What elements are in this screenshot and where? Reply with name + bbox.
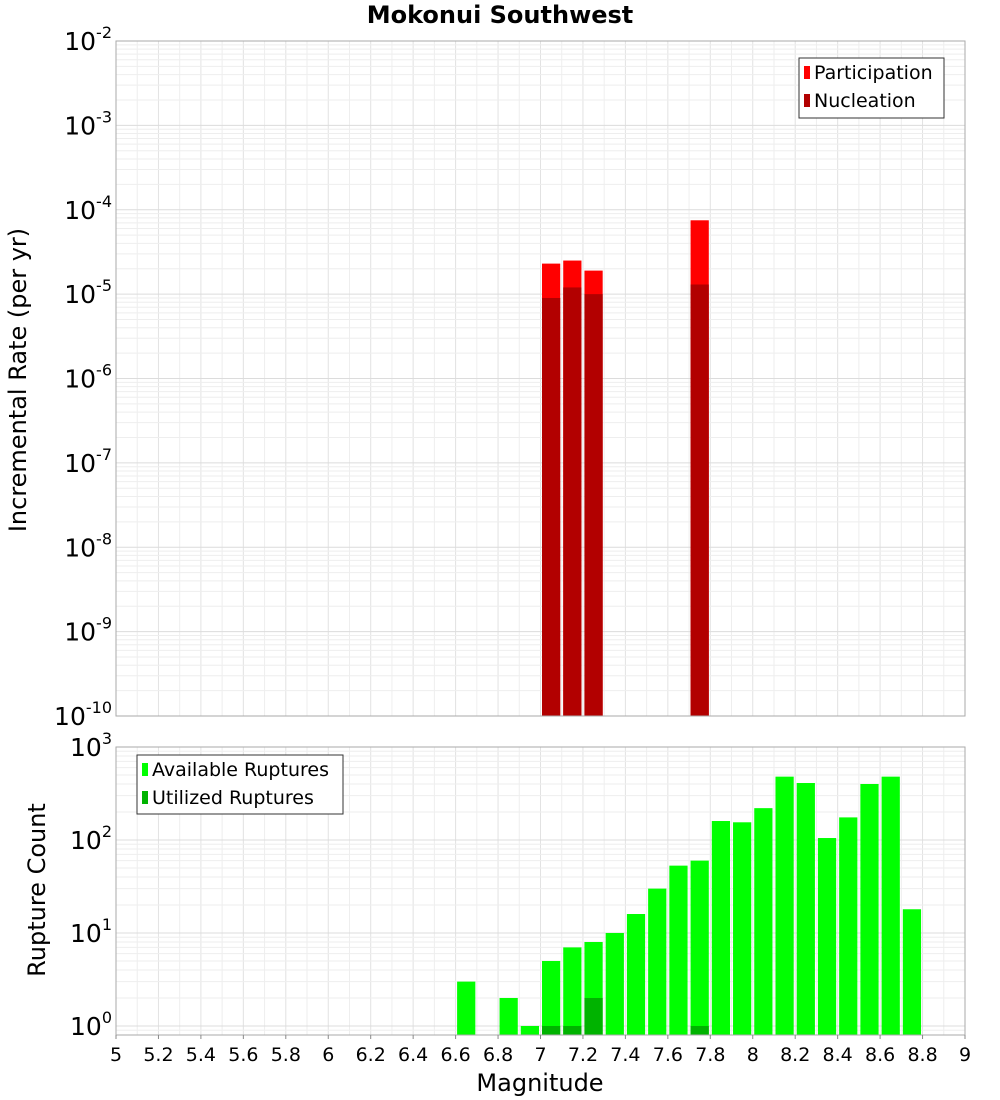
top-y-tick-label: 10-6 (64, 361, 112, 394)
legend-swatch-participation (804, 66, 810, 79)
top-y-tick-label: 10-10 (54, 698, 112, 731)
bottom-y-tick-label: 103 (70, 729, 112, 762)
bottom-bar-available-ruptures (817, 838, 837, 1035)
chart-title: Mokonui Southwest (367, 1, 634, 29)
x-tick-label: 5.4 (186, 1044, 216, 1066)
bottom-bar-available-ruptures (605, 932, 624, 1035)
top-legend-box (798, 57, 945, 119)
x-tick-label: 8.4 (823, 1044, 853, 1066)
bottom-bar-available-ruptures (457, 981, 476, 1035)
x-ticks: 5 5.2 5.4 5.6 5.8 6 6.2 6.4 6.6 6.8 7 7.2 7.4 7.6 7.8 8… (110, 1035, 971, 1066)
bottom-bar-available-ruptures (881, 776, 900, 1035)
bottom-legend-box (136, 754, 344, 815)
legend-label-nucleation: Nucleation (814, 90, 916, 112)
x-tick-label: 6.8 (483, 1044, 513, 1066)
bottom-bar-available-ruptures (542, 960, 561, 1035)
top-y-tick-label: 10-8 (64, 529, 112, 562)
top-bar-nucleation (690, 284, 709, 716)
bottom-y-tick-label: 101 (70, 915, 112, 948)
top-plot-area: 10-10 10-9 10-8 10-7 10-6 10-5 10-4 10-3 10-2 Par… (54, 23, 966, 731)
bottom-bar-available-ruptures (796, 783, 815, 1035)
bottom-bar-available-ruptures (499, 997, 518, 1035)
x-tick-label: 8.2 (780, 1044, 810, 1066)
bottom-bar-available-ruptures (860, 784, 879, 1035)
x-tick-label: 6.4 (398, 1044, 428, 1066)
bottom-bar-available-ruptures (669, 865, 688, 1035)
bottom-y-tick-label: 102 (70, 822, 112, 855)
bottom-bar-available-ruptures (648, 888, 667, 1035)
x-tick-label: 5 (110, 1044, 122, 1066)
top-bar-nucleation (542, 297, 561, 716)
legend-swatch-nucleation (804, 94, 810, 107)
bottom-y-axis-label: Rupture Count (23, 803, 51, 977)
top-plot-frame (115, 40, 966, 717)
x-tick-label: 7.2 (568, 1044, 598, 1066)
top-bar-nucleation (584, 294, 603, 716)
bottom-bar-available-ruptures (839, 817, 858, 1035)
bottom-bar-available-ruptures (754, 808, 773, 1035)
x-tick-label: 7.6 (653, 1044, 683, 1066)
x-tick-label: 8.6 (865, 1044, 895, 1066)
x-tick-label: 7 (534, 1044, 546, 1066)
legend-swatch-available-ruptures (142, 763, 148, 776)
top-y-axis-label: Incremental Rate (per yr) (4, 228, 32, 532)
legend-swatch-utilized-ruptures (142, 791, 148, 804)
x-tick-label: 5.8 (271, 1044, 301, 1066)
bottom-bar-available-ruptures (711, 821, 731, 1035)
top-bars (542, 220, 709, 717)
bottom-bar-available-ruptures (563, 947, 582, 1035)
x-tick-label: 5.6 (228, 1044, 258, 1066)
bottom-y-tick-label: 100 (70, 1008, 112, 1041)
bottom-bar-available-ruptures (775, 776, 794, 1035)
top-y-ticks: 10-10 10-9 10-8 10-7 10-6 10-5 10-4 10-3 10-2 (54, 23, 112, 731)
bottom-legend: Available Ruptures Utilized Ruptures (136, 754, 344, 815)
top-legend: Participation Nucleation (798, 57, 945, 119)
top-y-tick-label: 10-9 (64, 614, 112, 647)
top-grid (115, 41, 966, 717)
top-y-tick-label: 10-4 (64, 192, 112, 225)
x-axis-label: Magnitude (476, 1069, 603, 1097)
x-tick-label: 6.2 (356, 1044, 386, 1066)
x-tick-label: 6.6 (440, 1044, 470, 1066)
bottom-y-ticks: 100 101 102 103 (70, 729, 112, 1041)
bottom-bars (457, 776, 922, 1035)
x-tick-label: 7.8 (695, 1044, 725, 1066)
top-y-tick-label: 10-7 (64, 445, 112, 478)
bottom-bar-utilized-ruptures (563, 1025, 582, 1035)
top-y-tick-label: 10-5 (64, 276, 112, 309)
legend-label-participation: Participation (814, 62, 933, 84)
legend-label-utilized-ruptures: Utilized Ruptures (152, 787, 314, 809)
top-y-tick-label: 10-3 (64, 107, 112, 140)
x-tick-label: 7.4 (610, 1044, 640, 1066)
top-bar-nucleation (563, 287, 582, 716)
x-tick-label: 6 (322, 1044, 334, 1066)
x-tick-label: 9 (959, 1044, 971, 1066)
bottom-bar-available-ruptures (626, 914, 646, 1035)
x-tick-label: 8 (747, 1044, 759, 1066)
bottom-bar-available-ruptures (733, 822, 752, 1035)
x-tick-label: 5.2 (143, 1044, 173, 1066)
top-y-tick-label: 10-2 (64, 23, 112, 56)
bottom-bar-available-ruptures (902, 909, 922, 1035)
bottom-bar-utilized-ruptures (690, 1025, 709, 1035)
bottom-bar-utilized-ruptures (584, 997, 603, 1035)
legend-label-available-ruptures: Available Ruptures (152, 759, 329, 781)
bottom-bar-utilized-ruptures (542, 1025, 561, 1035)
x-tick-label: 8.8 (907, 1044, 937, 1066)
bottom-bar-available-ruptures (690, 860, 709, 1035)
bottom-bar-available-ruptures (520, 1025, 539, 1035)
